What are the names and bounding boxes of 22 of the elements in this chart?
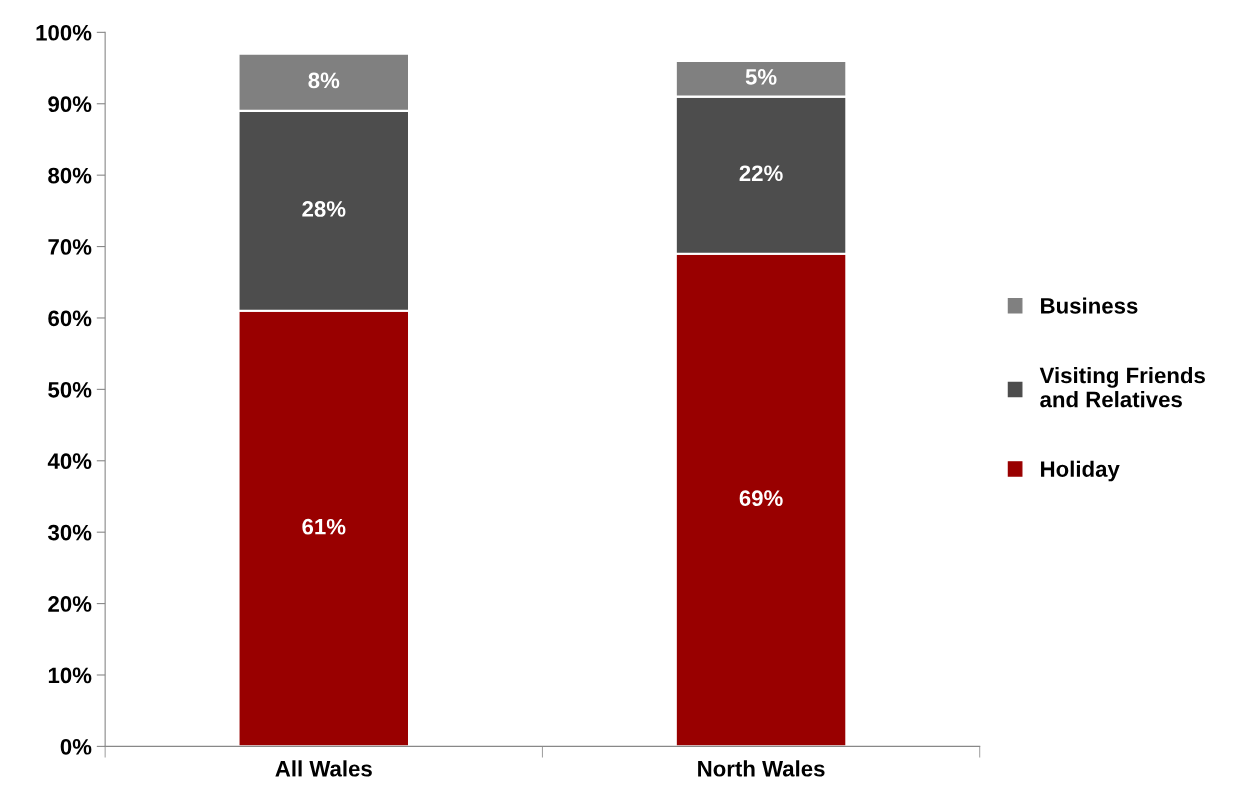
y-tick-label: 80% [48, 167, 92, 184]
y-tick-label: 30% [47, 524, 92, 541]
data-label: 61% [302, 518, 346, 535]
legend-label: Holiday [1041, 460, 1120, 482]
y-tick-label: 90% [48, 96, 92, 113]
x-tick-label: North Wales [698, 760, 825, 777]
y-tick-label: 40% [47, 453, 92, 470]
y-tick-label: 60% [48, 310, 92, 327]
data-label: 8% [308, 72, 340, 89]
data-label: 5% [745, 69, 777, 85]
y-tick-label: 100% [36, 24, 92, 41]
data-label: 28% [302, 201, 346, 217]
legend-label: Visiting Friends and Relatives [1039, 367, 1205, 408]
y-tick-label: 50% [48, 381, 92, 398]
x-tick-label: All Wales [275, 760, 372, 777]
legend-label: Business [1041, 297, 1138, 314]
data-label: 69% [739, 490, 783, 507]
data-label: 22% [739, 165, 783, 182]
y-tick-label: 70% [48, 239, 92, 255]
y-tick-label: 0% [60, 738, 92, 755]
y-tick-label: 10% [48, 667, 92, 684]
y-tick-label: 20% [48, 596, 92, 612]
